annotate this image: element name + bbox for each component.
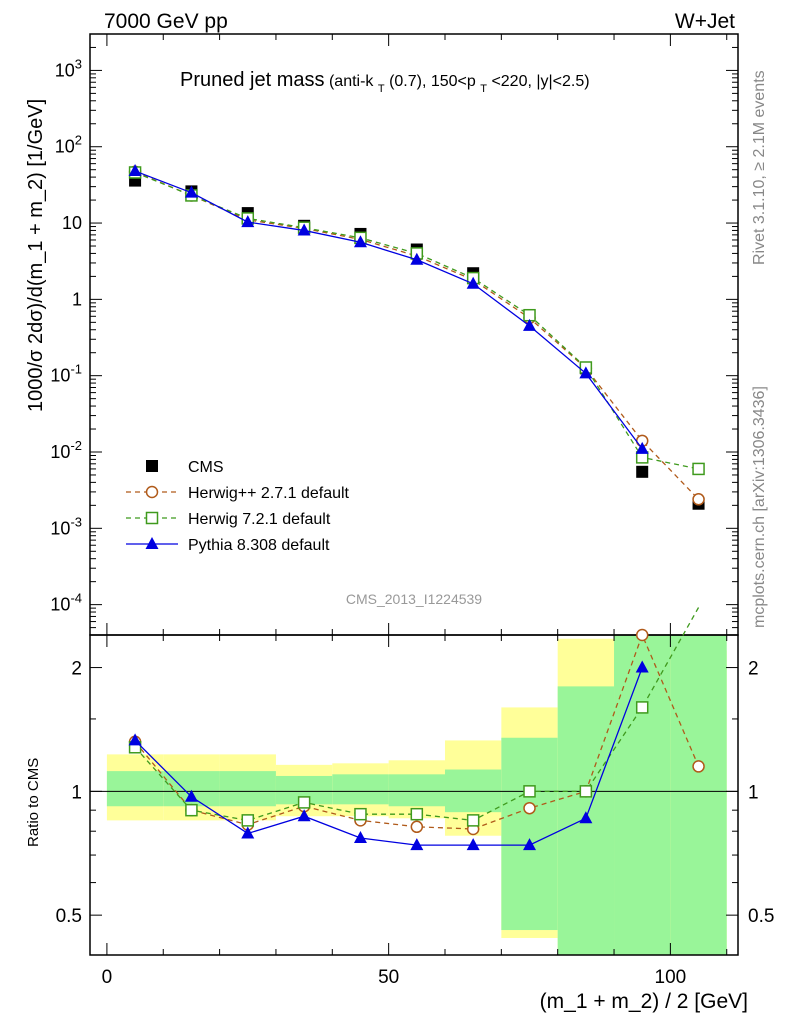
- band-inner-bin: [332, 774, 389, 805]
- main-y-tick-label: 10-1: [50, 362, 82, 386]
- main-data-point: [184, 185, 198, 198]
- rivet-label: Rivet 3.1.10, ≥ 2.1M events: [751, 70, 768, 265]
- main-series-line: [134, 170, 643, 450]
- ratio-y-tick-label-right: 2: [748, 659, 759, 680]
- legend-label: Pythia 8.308 default: [188, 537, 330, 554]
- x-tick-label: 50: [378, 967, 399, 988]
- legend: CMS Herwig++ 2.7.1 default Herwig 7.2.1 de…: [126, 459, 350, 554]
- ratio-data-point: [466, 838, 480, 851]
- main-data-point: [635, 441, 649, 454]
- ratio-data-point: [297, 796, 311, 809]
- main-y-tick-label: 10: [62, 213, 82, 233]
- ratio-data-point: [410, 807, 424, 821]
- ratio-data-point: [410, 820, 424, 834]
- header-right: W+Jet: [675, 10, 735, 33]
- plot-title-sub-ptsub: T: [480, 83, 487, 95]
- main-series-line: [134, 171, 700, 500]
- main-data-point: [692, 493, 705, 506]
- ratio-data-point: [579, 785, 593, 798]
- main-y-tick-label: 103: [55, 56, 82, 80]
- main-y-tick-label: 10-2: [50, 438, 82, 462]
- band-inner-bin: [444, 769, 502, 813]
- main-data-point: [297, 223, 311, 236]
- band-inner-bin: [388, 774, 445, 807]
- legend-label: Herwig++ 2.7.1 default: [188, 485, 350, 502]
- ratio-frame: [89, 634, 739, 956]
- main-data-point: [692, 462, 705, 476]
- x-axis-label: (m_1 + m_2) / 2 [GeV]: [540, 990, 748, 1013]
- ratio-series-line: [134, 633, 700, 830]
- plot-title-sub-a: (anti-k: [329, 73, 374, 90]
- ratio-series-line: [134, 667, 643, 846]
- ratio-data-point: [692, 760, 705, 773]
- main-data-point: [523, 318, 537, 331]
- plot-title: Pruned jet mass (anti-k T (0.7), 150<p T…: [180, 69, 590, 96]
- main-data-point: [241, 215, 255, 228]
- legend-marker: [145, 485, 159, 499]
- y-axis-label-main: 1000/σ 2dσ)/d(m_1 + m_2) [1/GeV]: [25, 99, 47, 412]
- ratio-data-point: [353, 831, 367, 844]
- main-y-tick-label: 10-4: [50, 591, 82, 615]
- band-inner-bin: [670, 635, 727, 955]
- main-data-point: [410, 252, 424, 265]
- ratio-data-point: [635, 701, 649, 714]
- ratio-data-point: [241, 814, 255, 827]
- ratio-y-tick-label-right: 1: [748, 782, 759, 803]
- main-series-line: [134, 171, 699, 470]
- band-inner-bin: [614, 635, 671, 955]
- band-inner-bin: [106, 771, 164, 807]
- ratio-data-point: [128, 733, 142, 746]
- legend-marker: [145, 511, 159, 525]
- legend-marker: [145, 537, 159, 549]
- ratio-data-point: [410, 838, 424, 851]
- ratio-uncertainty-bands: [106, 635, 727, 955]
- ratio-panel-series: [128, 607, 705, 851]
- y-axis-label-ratio: Ratio to CMS: [25, 758, 42, 847]
- legend-label: CMS: [188, 459, 224, 476]
- ratio-y-tick-label-right: 0.5: [748, 906, 774, 927]
- main-y-tick-label: 102: [55, 133, 82, 157]
- analysis-watermark: CMS_2013_I1224539: [346, 591, 482, 607]
- x-tick-label: 100: [655, 967, 687, 988]
- main-data-point: [353, 235, 367, 248]
- ratio-data-point: [523, 801, 536, 815]
- band-inner-bin: [501, 737, 558, 931]
- mcplots-label: mcplots.cern.ch [arXiv:1306.3436]: [751, 386, 768, 628]
- ratio-data-point: [297, 809, 311, 822]
- ratio-y-tick-label: 0.5: [56, 906, 82, 927]
- plot-title-main: Pruned jet mass: [180, 69, 325, 91]
- ratio-data-point: [579, 811, 593, 824]
- header-left: 7000 GeV pp: [104, 10, 228, 33]
- ratio-data-point: [635, 660, 649, 673]
- ratio-y-tick-label: 2: [71, 659, 82, 680]
- ratio-y-tick-label: 1: [71, 782, 82, 803]
- plot-title-sub-ksub: T: [378, 83, 385, 95]
- ratio-data-point: [184, 789, 198, 802]
- main-y-tick-label: 10-3: [50, 514, 82, 538]
- plot-title-sub-b: (0.7), 150<p: [389, 73, 476, 90]
- ratio-data-point: [635, 628, 649, 642]
- legend-marker: [146, 460, 158, 472]
- main-data-point: [466, 276, 480, 289]
- plot-title-sub-c: <220, |y|<2.5): [491, 73, 589, 90]
- band-inner-bin: [219, 771, 276, 807]
- legend-label: Herwig 7.2.1 default: [188, 511, 331, 528]
- main-data-point: [128, 164, 142, 177]
- ratio-data-point: [466, 814, 480, 827]
- ratio-series-line: [134, 607, 700, 822]
- main-data-point: [636, 465, 649, 478]
- main-data-point: [579, 366, 593, 379]
- ratio-data-point: [523, 785, 536, 798]
- ratio-data-point: [241, 826, 255, 839]
- ratio-panel-axes: 0.5 0.5 1 1 2 2 0 50 100: [56, 634, 774, 988]
- ratio-data-point: [354, 807, 367, 821]
- main-y-tick-label: 1: [72, 289, 82, 309]
- main-panel-series: [128, 164, 705, 510]
- x-tick-label: 0: [102, 967, 113, 988]
- ratio-data-point: [523, 838, 537, 851]
- ratio-data-point: [185, 803, 198, 817]
